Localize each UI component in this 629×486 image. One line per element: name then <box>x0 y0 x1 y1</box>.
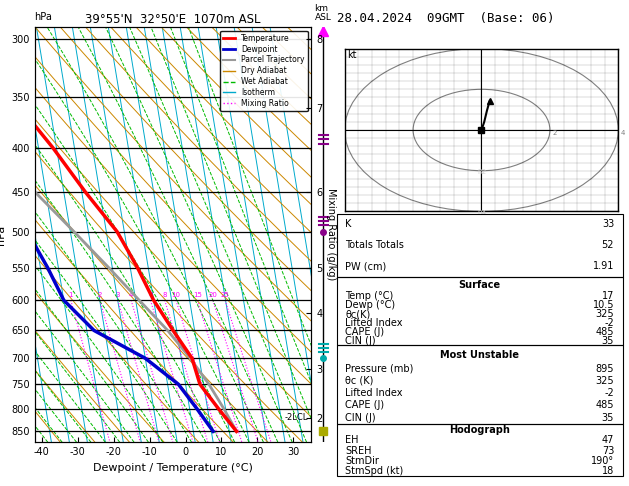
Text: 1.91: 1.91 <box>593 261 614 271</box>
Text: 485: 485 <box>596 400 614 410</box>
Text: 2: 2 <box>97 292 102 298</box>
Text: CAPE (J): CAPE (J) <box>345 400 384 410</box>
Text: Lifted Index: Lifted Index <box>345 318 403 328</box>
Legend: Temperature, Dewpoint, Parcel Trajectory, Dry Adiabat, Wet Adiabat, Isotherm, Mi: Temperature, Dewpoint, Parcel Trajectory… <box>220 31 308 111</box>
Bar <box>337 214 623 277</box>
Text: PW (cm): PW (cm) <box>345 261 386 271</box>
Text: 3: 3 <box>116 292 120 298</box>
Text: Totals Totals: Totals Totals <box>345 241 404 250</box>
Text: 17: 17 <box>602 291 614 301</box>
Text: R4: R4 <box>477 209 486 216</box>
Text: R2: R2 <box>477 169 486 175</box>
Text: StmDir: StmDir <box>345 456 379 466</box>
Text: EH: EH <box>345 435 359 446</box>
Text: CIN (J): CIN (J) <box>345 413 376 423</box>
Text: 52: 52 <box>601 241 614 250</box>
Text: 2: 2 <box>553 130 557 136</box>
Text: θᴄ(K): θᴄ(K) <box>345 309 370 319</box>
Text: 4: 4 <box>621 130 625 136</box>
Text: Lifted Index: Lifted Index <box>345 388 403 398</box>
Text: -2LCL: -2LCL <box>284 413 308 422</box>
Title: 39°55'N  32°50'E  1070m ASL: 39°55'N 32°50'E 1070m ASL <box>85 13 261 26</box>
Text: SREH: SREH <box>345 446 372 456</box>
Text: 10: 10 <box>172 292 181 298</box>
Text: 190°: 190° <box>591 456 614 466</box>
Text: Temp (°C): Temp (°C) <box>345 291 393 301</box>
Text: 325: 325 <box>596 309 614 319</box>
X-axis label: Dewpoint / Temperature (°C): Dewpoint / Temperature (°C) <box>93 463 253 473</box>
Text: CIN (J): CIN (J) <box>345 336 376 346</box>
Text: kt: kt <box>347 50 357 60</box>
Text: 15: 15 <box>193 292 202 298</box>
Text: Dewp (°C): Dewp (°C) <box>345 300 395 310</box>
Text: CAPE (J): CAPE (J) <box>345 327 384 337</box>
Text: K: K <box>345 219 352 229</box>
Text: θᴄ (K): θᴄ (K) <box>345 376 374 386</box>
Text: 10.5: 10.5 <box>593 300 614 310</box>
Text: Hodograph: Hodograph <box>449 425 510 435</box>
Text: 6: 6 <box>148 292 153 298</box>
Bar <box>337 345 623 424</box>
Text: 33: 33 <box>602 219 614 229</box>
Text: 35: 35 <box>602 336 614 346</box>
Text: 1: 1 <box>69 292 73 298</box>
Text: 18: 18 <box>602 466 614 476</box>
Text: Most Unstable: Most Unstable <box>440 349 519 360</box>
Text: 47: 47 <box>602 435 614 446</box>
Text: 73: 73 <box>602 446 614 456</box>
Text: -2: -2 <box>604 388 614 398</box>
Text: 35: 35 <box>602 413 614 423</box>
Text: -2: -2 <box>604 318 614 328</box>
Text: 20: 20 <box>208 292 217 298</box>
Bar <box>337 424 623 476</box>
Text: hPa: hPa <box>35 12 52 22</box>
Text: Surface: Surface <box>459 280 501 290</box>
Text: Pressure (mb): Pressure (mb) <box>345 364 413 374</box>
Text: 485: 485 <box>596 327 614 337</box>
Text: StmSpd (kt): StmSpd (kt) <box>345 466 403 476</box>
Text: 8: 8 <box>162 292 167 298</box>
Text: 325: 325 <box>596 376 614 386</box>
Text: 895: 895 <box>596 364 614 374</box>
Text: 25: 25 <box>221 292 230 298</box>
Y-axis label: Mixing Ratio (g/kg): Mixing Ratio (g/kg) <box>326 189 337 280</box>
Text: km
ASL: km ASL <box>314 4 331 22</box>
Text: 4: 4 <box>129 292 133 298</box>
Bar <box>337 277 623 345</box>
Y-axis label: hPa: hPa <box>0 225 6 244</box>
Text: 28.04.2024  09GMT  (Base: 06): 28.04.2024 09GMT (Base: 06) <box>337 12 554 25</box>
